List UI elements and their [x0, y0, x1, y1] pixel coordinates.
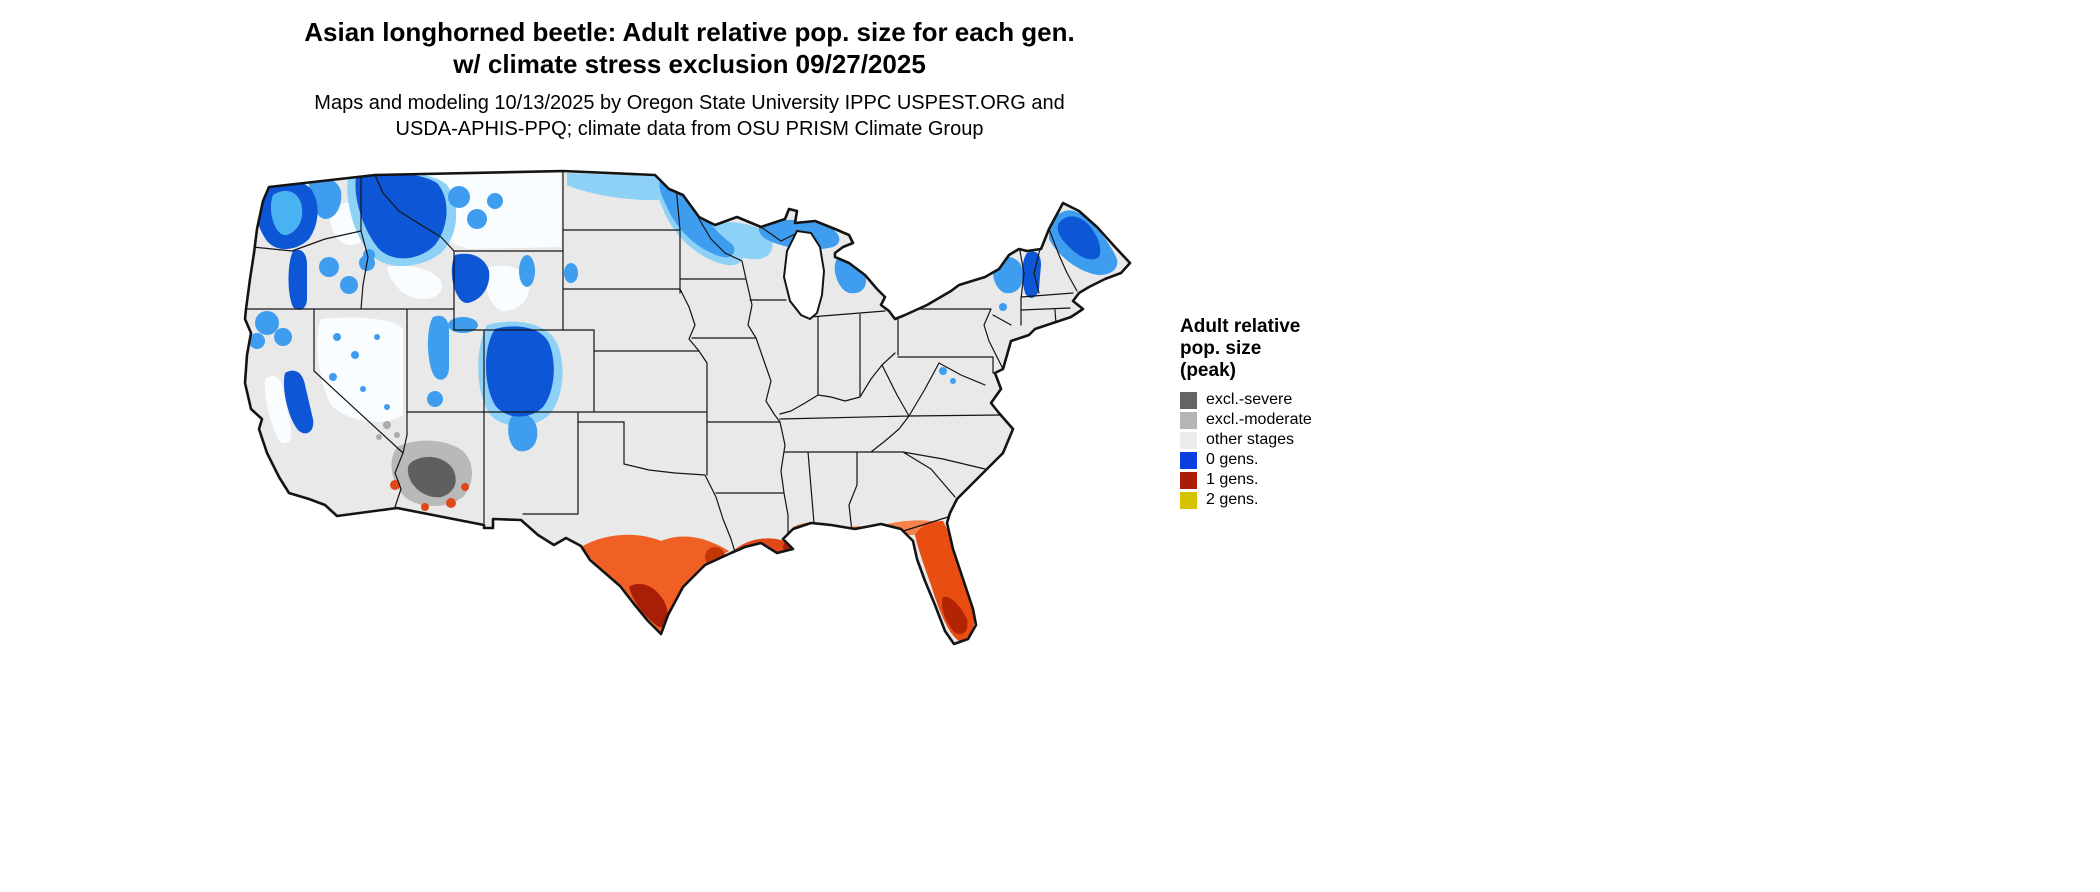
legend-swatch-excl-moderate — [1180, 411, 1197, 429]
map-title-line1: Asian longhorned beetle: Adult relative … — [304, 17, 1075, 47]
legend-swatch-0-gens — [1180, 451, 1197, 469]
zero-gen-cyan-region — [270, 190, 303, 236]
legend-swatch-2-gens — [1180, 491, 1197, 509]
lake-michigan — [782, 229, 826, 321]
legend-swatch-1-gens — [1180, 471, 1197, 489]
one-gen-regions — [390, 480, 975, 641]
legend-items: excl.-severe excl.-moderate other stages… — [1180, 390, 1410, 510]
map-title-line2: w/ climate stress exclusion 09/27/2025 — [453, 49, 926, 79]
legend-row-excl-severe: excl.-severe — [1180, 390, 1410, 410]
legend-label-2-gens: 2 gens. — [1206, 491, 1259, 508]
zero-gen-deep-regions — [254, 172, 1101, 434]
legend-label-excl-severe: excl.-severe — [1206, 391, 1293, 408]
legend-row-excl-moderate: excl.-moderate — [1180, 410, 1410, 430]
legend-label-0-gens: 0 gens. — [1206, 451, 1259, 468]
map-title: Asian longhorned beetle: Adult relative … — [237, 16, 1142, 80]
legend-label-1-gens: 1 gens. — [1206, 471, 1259, 488]
state-borders — [245, 171, 1078, 553]
legend-title-line3: (peak) — [1180, 360, 1236, 381]
map-subtitle-line2: USDA-APHIS-PPQ; climate data from OSU PR… — [395, 118, 984, 140]
exclusion-regions — [376, 421, 472, 506]
legend-swatch-excl-severe — [1180, 391, 1197, 409]
legend-row-0-gens: 0 gens. — [1180, 450, 1410, 470]
model-output-regions — [249, 171, 1118, 641]
legend-title-line1: Adult relative — [1180, 316, 1301, 337]
legend-swatch-other-stages — [1180, 431, 1197, 449]
legend-row-1-gens: 1 gens. — [1180, 470, 1410, 490]
legend-title-line2: pop. size — [1180, 338, 1262, 359]
map-subtitle-line1: Maps and modeling 10/13/2025 by Oregon S… — [314, 92, 1065, 114]
legend: Adult relative pop. size (peak) excl.-se… — [1180, 316, 1410, 510]
us-outline — [243, 169, 1132, 646]
us-map-svg — [243, 169, 1132, 646]
legend-row-other-stages: other stages — [1180, 430, 1410, 450]
us-map-figure — [237, 166, 1140, 660]
map-subtitle: Maps and modeling 10/13/2025 by Oregon S… — [237, 90, 1142, 142]
legend-row-2-gens: 2 gens. — [1180, 490, 1410, 510]
legend-label-excl-moderate: excl.-moderate — [1206, 411, 1312, 428]
legend-label-other-stages: other stages — [1206, 431, 1295, 448]
